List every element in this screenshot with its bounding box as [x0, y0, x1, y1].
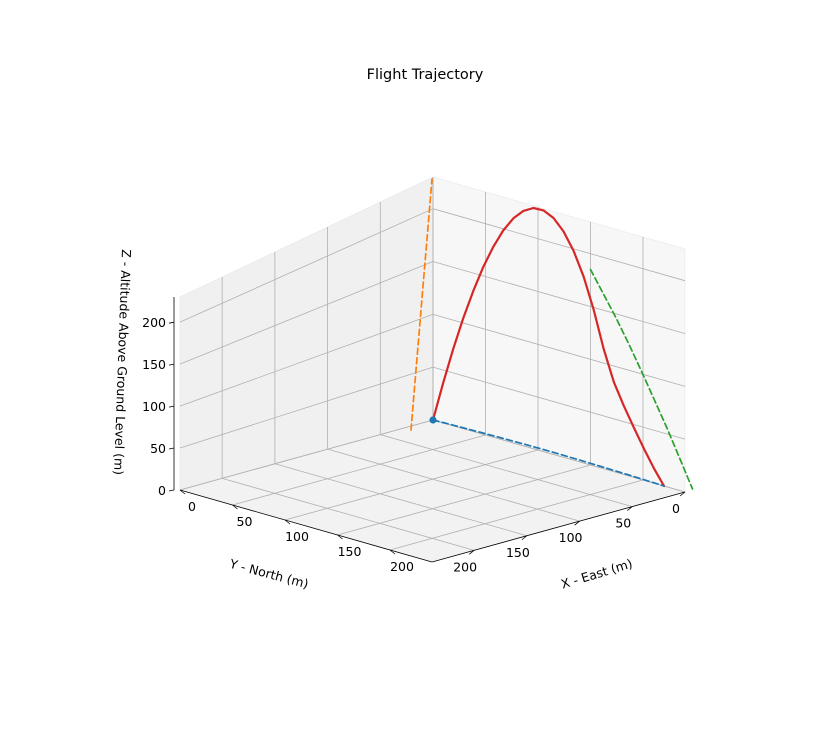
y-tick-label: 150 — [506, 545, 530, 560]
grid-line-z-right — [432, 366, 686, 440]
x-tick-label: 200 — [390, 559, 414, 574]
x-tick-label: 0 — [188, 499, 196, 514]
z-tick-label: 100 — [142, 399, 166, 414]
grid-line-z-right — [432, 208, 686, 282]
z-tick-label: 200 — [142, 315, 166, 330]
y-tick-label: 100 — [559, 530, 583, 545]
grid-line-z-left — [179, 366, 434, 449]
grid-line-y-floor — [222, 477, 475, 551]
y-tick-mark — [627, 506, 633, 511]
y-tick-mark — [521, 535, 528, 541]
x-tick-mark — [179, 489, 186, 495]
z-tick-mark — [168, 363, 175, 366]
y-tick-label: 50 — [615, 516, 631, 531]
series-y-projection — [589, 268, 694, 490]
y-tick-label: 200 — [453, 559, 477, 574]
x-axis-label: Y - North (m) — [227, 556, 310, 592]
y-tick-label: 0 — [672, 501, 680, 516]
z-axis-label: Z - Altitude Above Ground Level (m) — [111, 249, 134, 475]
grid-line-z-left — [179, 261, 434, 365]
y-tick-mark — [574, 520, 580, 526]
marker-launch-point — [429, 416, 437, 424]
z-tick-mark — [168, 489, 175, 492]
y-axis-label: X - East (m) — [559, 556, 634, 592]
z-tick-label: 0 — [158, 483, 166, 498]
x-tick-mark — [232, 504, 238, 510]
z-tick-mark — [168, 321, 175, 324]
grid-line-z-left — [179, 313, 434, 407]
z-tick-label: 50 — [150, 441, 166, 456]
z-tick-label: 150 — [142, 357, 166, 372]
y-tick-mark — [468, 550, 475, 555]
z-tick-mark — [168, 405, 175, 408]
x-tick-label: 150 — [338, 544, 362, 559]
x-tick-label: 100 — [285, 529, 309, 544]
x-tick-mark — [284, 519, 291, 525]
x-tick-mark — [389, 549, 396, 555]
grid-line-z-left — [179, 419, 434, 491]
chart-title: Flight Trajectory — [367, 67, 484, 83]
grid-line-y-floor — [274, 463, 527, 537]
z-tick-mark — [168, 447, 175, 450]
series-x-projection — [410, 178, 433, 431]
grid-line-y-floor — [380, 434, 633, 507]
series-ground-track — [432, 419, 665, 487]
grid-line-z-left — [179, 208, 434, 323]
x-tick-mark — [337, 534, 343, 540]
y-tick-mark — [679, 491, 686, 497]
series-trajectory — [431, 206, 666, 488]
grid-line-z-right — [432, 261, 686, 334]
grid-line-y-floor — [327, 448, 580, 522]
x-tick-label: 50 — [237, 514, 253, 529]
